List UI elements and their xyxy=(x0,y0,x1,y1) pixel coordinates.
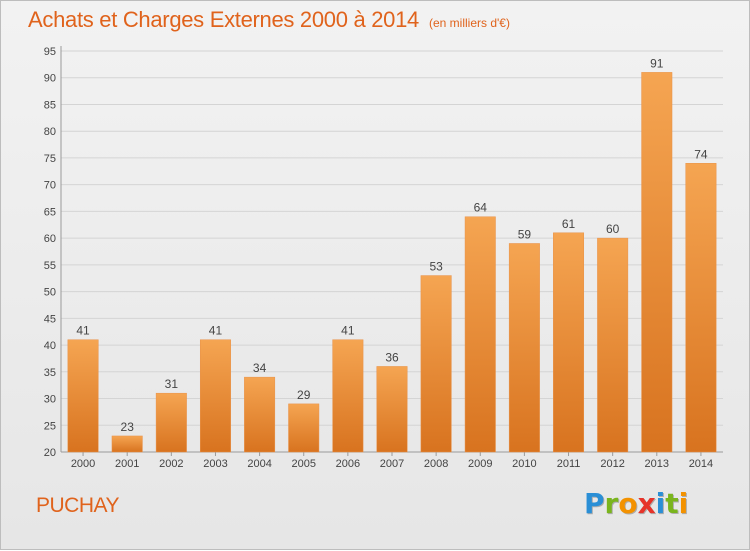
bar xyxy=(288,403,320,453)
logo-letter: o xyxy=(618,487,638,520)
data-label: 61 xyxy=(562,217,576,231)
x-tick-label: 2001 xyxy=(115,458,139,470)
bar xyxy=(685,163,717,453)
bar xyxy=(464,216,496,453)
x-tick-label: 2012 xyxy=(600,458,624,470)
y-tick-label: 45 xyxy=(44,313,56,325)
x-tick-label: 2013 xyxy=(645,458,669,470)
bar xyxy=(420,275,452,453)
y-tick-label: 80 xyxy=(44,126,56,138)
x-tick-label: 2009 xyxy=(468,458,492,470)
logo-letter: P xyxy=(584,487,605,520)
data-label: 59 xyxy=(518,227,532,241)
x-tick-label: 2007 xyxy=(380,458,404,470)
x-tick-label: 2004 xyxy=(247,458,271,470)
bar xyxy=(332,339,364,453)
y-tick-label: 40 xyxy=(44,340,56,352)
y-tick-label: 65 xyxy=(44,206,56,218)
data-label: 41 xyxy=(341,324,355,338)
x-tick-label: 2000 xyxy=(71,458,95,470)
logo-letter: i xyxy=(655,487,666,520)
logo-letter: t xyxy=(665,487,679,520)
data-label: 60 xyxy=(606,222,620,236)
commune-name: PUCHAY xyxy=(36,494,119,517)
y-tick-label: 55 xyxy=(44,260,56,272)
y-tick-label: 85 xyxy=(44,99,56,111)
x-tick-label: 2003 xyxy=(203,458,227,470)
y-tick-label: 20 xyxy=(44,447,56,459)
bar xyxy=(508,243,540,453)
x-tick-label: 2002 xyxy=(159,458,183,470)
bars xyxy=(67,72,717,453)
bar xyxy=(67,339,99,453)
y-tick-label: 60 xyxy=(44,233,56,245)
logo-letter: r xyxy=(604,487,619,520)
bar xyxy=(376,366,408,453)
data-label: 34 xyxy=(253,361,267,375)
bar xyxy=(199,339,231,453)
y-tick-label: 90 xyxy=(44,73,56,85)
data-label: 31 xyxy=(165,377,179,391)
data-label: 41 xyxy=(209,324,223,338)
bar xyxy=(244,376,276,453)
data-label: 41 xyxy=(76,324,90,338)
data-label: 53 xyxy=(429,260,443,274)
x-tick-label: 2005 xyxy=(291,458,315,470)
data-label: 64 xyxy=(474,201,488,215)
logo-letter: i xyxy=(678,487,689,520)
bar xyxy=(553,232,585,453)
y-tick-label: 30 xyxy=(44,394,56,406)
bar xyxy=(111,435,143,453)
data-label: 74 xyxy=(694,147,708,161)
bar xyxy=(597,237,629,453)
data-label: 91 xyxy=(650,56,664,70)
proxiti-logo: Proxiti xyxy=(584,487,688,520)
y-tick-label: 70 xyxy=(44,180,56,192)
bar xyxy=(155,392,187,453)
bar xyxy=(641,72,673,453)
y-tick-label: 50 xyxy=(44,287,56,299)
x-tick-label: 2008 xyxy=(424,458,448,470)
y-tick-label: 75 xyxy=(44,153,56,165)
chart-title: Achats et Charges Externes 2000 à 2014 (e… xyxy=(28,7,510,33)
data-label: 36 xyxy=(385,350,399,364)
chart-title-text: Achats et Charges Externes 2000 à 2014 xyxy=(28,7,419,32)
data-label: 23 xyxy=(121,420,135,434)
x-tick-label: 2014 xyxy=(689,458,713,470)
x-tick-label: 2006 xyxy=(336,458,360,470)
y-tick-label: 95 xyxy=(44,46,56,58)
y-tick-label: 25 xyxy=(44,420,56,432)
data-labels: 41 23 31 41 34 29 41 36 53 64 59 61 60 91 74 xyxy=(76,56,708,434)
logo-letter: x xyxy=(637,487,656,520)
x-tick-label: 2011 xyxy=(557,458,581,470)
data-label: 29 xyxy=(297,388,311,402)
y-tick-label: 35 xyxy=(44,367,56,379)
x-tick-label: 2010 xyxy=(512,458,536,470)
chart-subtitle: (en milliers d'€) xyxy=(428,16,510,30)
